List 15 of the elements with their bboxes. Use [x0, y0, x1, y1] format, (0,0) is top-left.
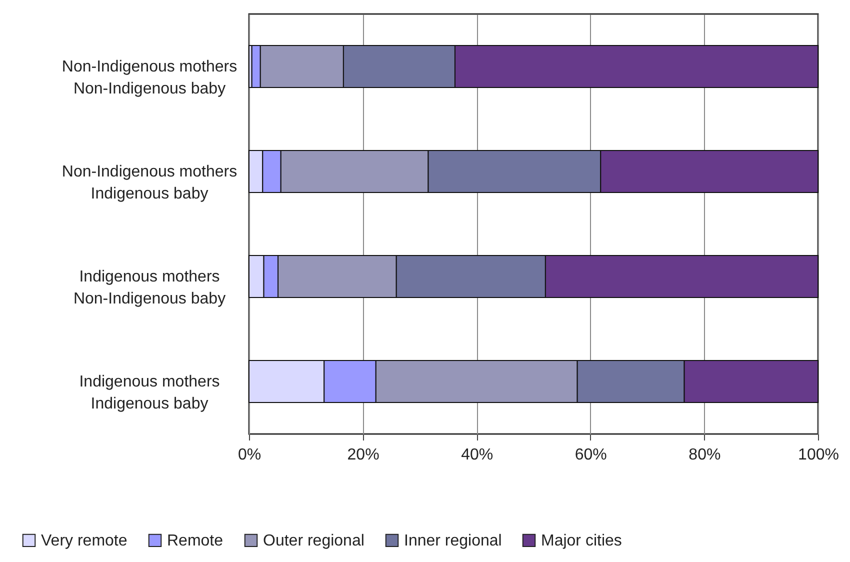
legend-label: Inner regional — [404, 532, 502, 550]
legend-label: Outer regional — [263, 532, 364, 550]
y-tick-label: Non-Indigenous mothers Indigenous baby — [62, 164, 238, 202]
x-tick-label: 80% — [688, 446, 721, 464]
legend-label: Very remote — [41, 532, 128, 550]
x-tick-label: 40% — [461, 446, 494, 464]
y-tick-label: Non-Indigenous mothers Non-Indigenous baby — [62, 58, 238, 98]
x-tick-label: 20% — [347, 446, 380, 464]
legend-label: Major cities — [541, 532, 622, 550]
y-tick-label: Indigenous mothers Non-Indigenous baby — [73, 268, 226, 308]
x-tick-label: 100% — [798, 446, 839, 464]
x-tick-label: 0% — [238, 446, 262, 464]
x-tick-label: 60% — [574, 446, 607, 464]
y-tick-label: Indigenous mothers Indigenous baby — [79, 374, 220, 412]
legend-label: Remote — [167, 532, 224, 550]
